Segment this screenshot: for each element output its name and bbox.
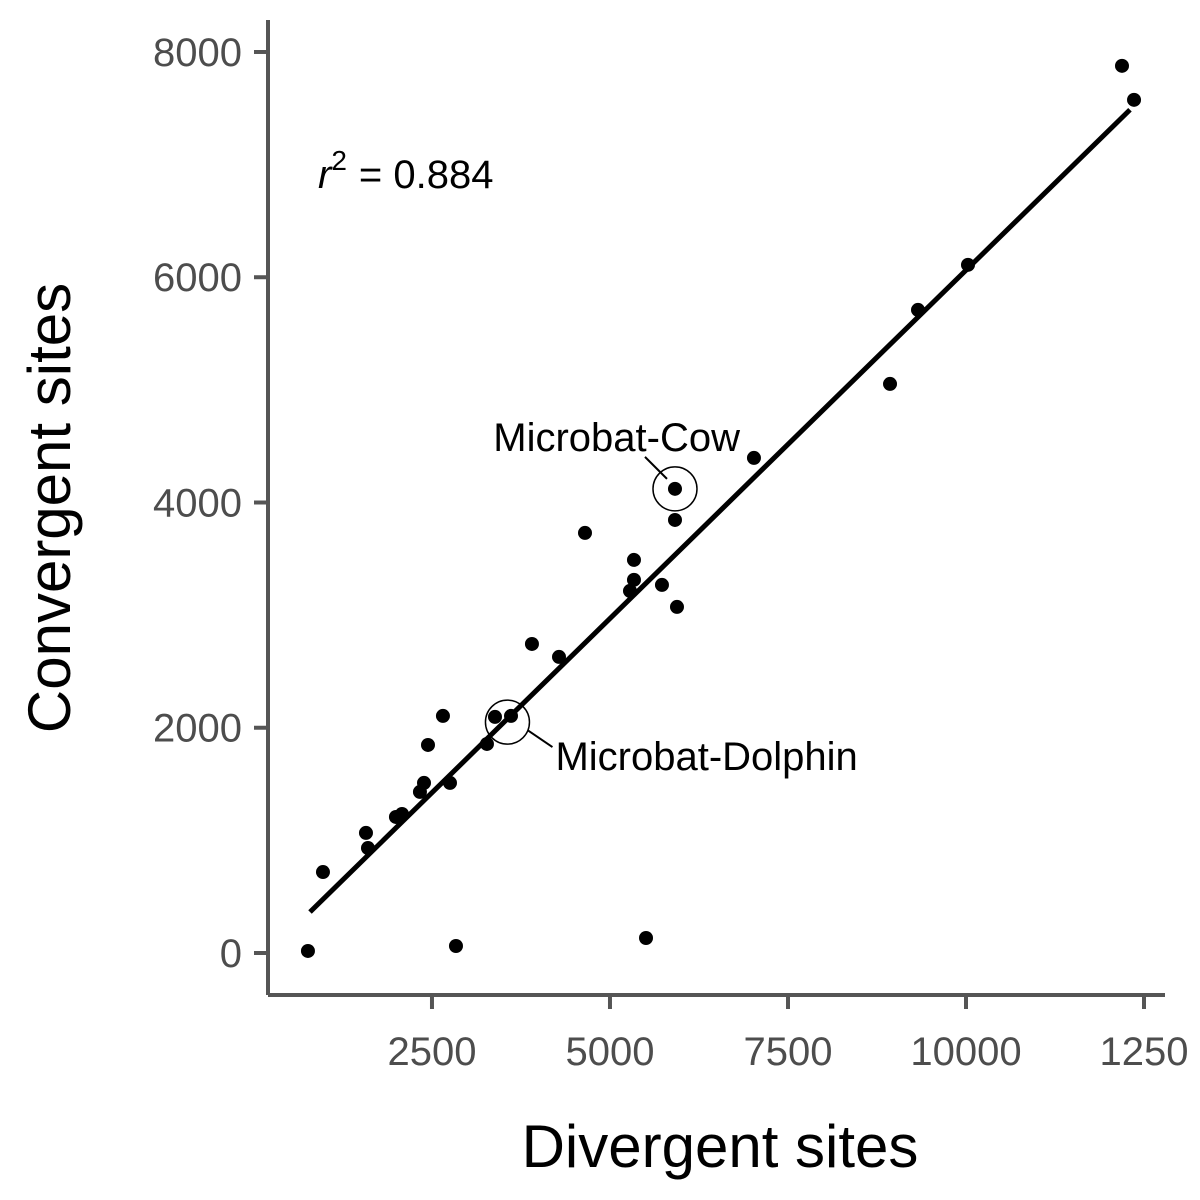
x-tick-label: 10000	[910, 1030, 1021, 1074]
point	[1127, 92, 1142, 107]
point	[360, 841, 375, 856]
r-value: = 0.884	[359, 153, 494, 197]
point	[442, 775, 457, 790]
r-squared: r2 = 0.884	[318, 145, 493, 197]
point-label: Microbat-Dolphin	[555, 735, 857, 779]
r-exponent: 2	[331, 145, 347, 176]
y-tick-label: 4000	[153, 481, 242, 525]
x-tick-label: 7500	[743, 1030, 832, 1074]
leader-line	[644, 456, 668, 480]
point	[911, 302, 926, 317]
point	[504, 708, 519, 723]
point	[479, 736, 494, 751]
y-tick-label: 0	[220, 932, 242, 976]
x-tick-label: 5000	[565, 1030, 654, 1074]
point	[435, 708, 450, 723]
point	[315, 865, 330, 880]
point	[883, 376, 898, 391]
point	[626, 572, 641, 587]
y-axis-title: Convergent sites	[16, 283, 83, 733]
y-tick-label: 8000	[153, 31, 242, 75]
highlight-ring	[484, 699, 531, 745]
point	[1114, 58, 1129, 73]
point	[395, 807, 410, 822]
leader-line	[526, 729, 554, 748]
x-tick-label: 1250	[1100, 1030, 1189, 1074]
point	[577, 525, 592, 540]
point	[639, 931, 654, 946]
point	[524, 636, 539, 651]
r-variable: r	[318, 153, 333, 197]
x-tick-label: 2500	[387, 1030, 476, 1074]
point	[654, 577, 669, 592]
point	[622, 583, 637, 598]
y-tick-label: 2000	[153, 707, 242, 751]
x-axis-title: Divergent sites	[522, 1113, 919, 1180]
point-label: Microbat-Cow	[493, 416, 740, 460]
point	[487, 709, 502, 724]
point	[667, 512, 682, 527]
point	[960, 257, 975, 272]
point	[417, 775, 432, 790]
point	[626, 552, 641, 567]
point	[448, 939, 463, 954]
point	[746, 450, 761, 465]
point	[358, 825, 373, 840]
highlight-ring	[652, 466, 698, 512]
point	[420, 737, 435, 752]
point	[669, 599, 684, 614]
point	[667, 481, 682, 496]
point	[300, 943, 315, 958]
fit-line	[308, 107, 1132, 914]
y-tick-label: 6000	[153, 256, 242, 300]
point	[552, 649, 567, 664]
